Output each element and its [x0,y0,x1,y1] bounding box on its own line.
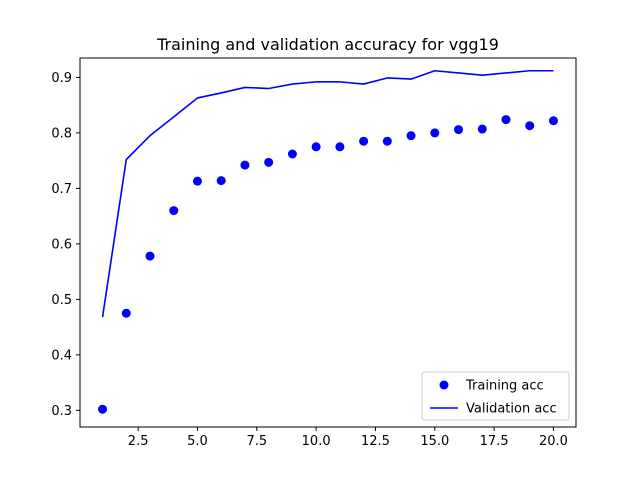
training-acc-point [169,206,179,216]
y-tick-label: 0.4 [51,348,72,363]
y-axis: 0.3 0.4 0.5 0.6 0.7 0.8 0.9 [51,71,80,419]
chart-title: Training and validation accuracy for vgg… [156,35,499,54]
x-tick-label: 7.5 [246,434,267,449]
x-tick-label: 12.5 [361,434,390,449]
legend-label: Training acc [465,379,544,394]
training-acc-point [359,136,369,146]
training-acc-point [525,121,535,131]
plot-area [98,69,558,414]
training-acc-point [264,157,274,167]
x-tick-label: 5.0 [187,434,208,449]
legend-label: Validation acc [466,402,557,417]
y-tick-label: 0.8 [51,126,72,141]
legend: Training acc Validation acc [421,371,570,421]
training-acc-point [98,404,108,414]
legend-marker-swatch [439,380,449,390]
y-tick-label: 0.5 [51,293,72,308]
training-acc-point [454,125,464,135]
training-acc-point [192,176,202,186]
training-acc-point [406,131,416,141]
plot-frame [79,57,577,428]
legend-box [421,371,570,421]
x-tick-label: 15.0 [420,434,449,449]
series-line-validation-acc [101,69,554,318]
x-axis: 2.5 5.0 7.5 10.0 12.5 15.0 17.5 20.0 [128,427,568,449]
training-acc-point [382,136,392,146]
x-tick-label: 17.5 [480,434,509,449]
training-acc-point [121,308,131,318]
training-acc-point [501,115,511,125]
training-acc-point [430,128,440,138]
y-tick-label: 0.7 [51,182,72,197]
y-tick-label: 0.6 [51,237,72,252]
y-tick-label: 0.3 [51,404,72,419]
y-tick-label: 0.9 [51,71,72,86]
x-tick-label: 2.5 [128,434,149,449]
training-acc-point [477,124,487,134]
training-acc-point [548,116,558,126]
training-acc-point [216,176,226,186]
training-acc-point [287,149,297,159]
x-tick-label: 10.0 [302,434,331,449]
training-acc-point [335,142,345,152]
x-tick-label: 20.0 [539,434,568,449]
training-acc-point [145,251,155,261]
training-acc-point [311,142,321,152]
training-acc-point [240,160,250,170]
